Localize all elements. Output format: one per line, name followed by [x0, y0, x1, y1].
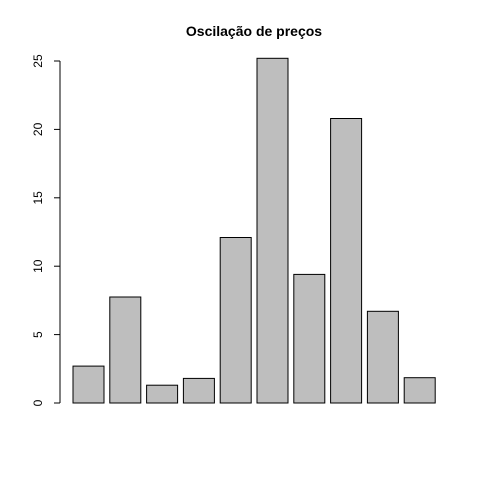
- bar-9: [366, 310, 399, 404]
- bar-5: [219, 237, 252, 404]
- y-tick-label-4: 20: [31, 122, 45, 136]
- bar-7: [293, 273, 326, 404]
- bar-8: [330, 118, 363, 404]
- y-tick-label-3: 15: [31, 191, 45, 205]
- y-axis: 0 5 10 15 20 25: [31, 54, 61, 406]
- y-tick-label-0: 0: [31, 399, 45, 406]
- bars: [72, 57, 436, 404]
- bar-1: [72, 365, 105, 404]
- bar-2: [109, 296, 142, 404]
- bar-3: [146, 384, 179, 404]
- y-tick-label-5: 25: [31, 54, 45, 68]
- bar-10: [403, 377, 436, 404]
- y-tick-label-1: 5: [31, 331, 45, 338]
- y-tick-label-2: 10: [31, 259, 45, 273]
- bar-4: [182, 377, 215, 404]
- bar-6: [256, 57, 289, 404]
- chart-title: Oscilação de preços: [186, 23, 322, 39]
